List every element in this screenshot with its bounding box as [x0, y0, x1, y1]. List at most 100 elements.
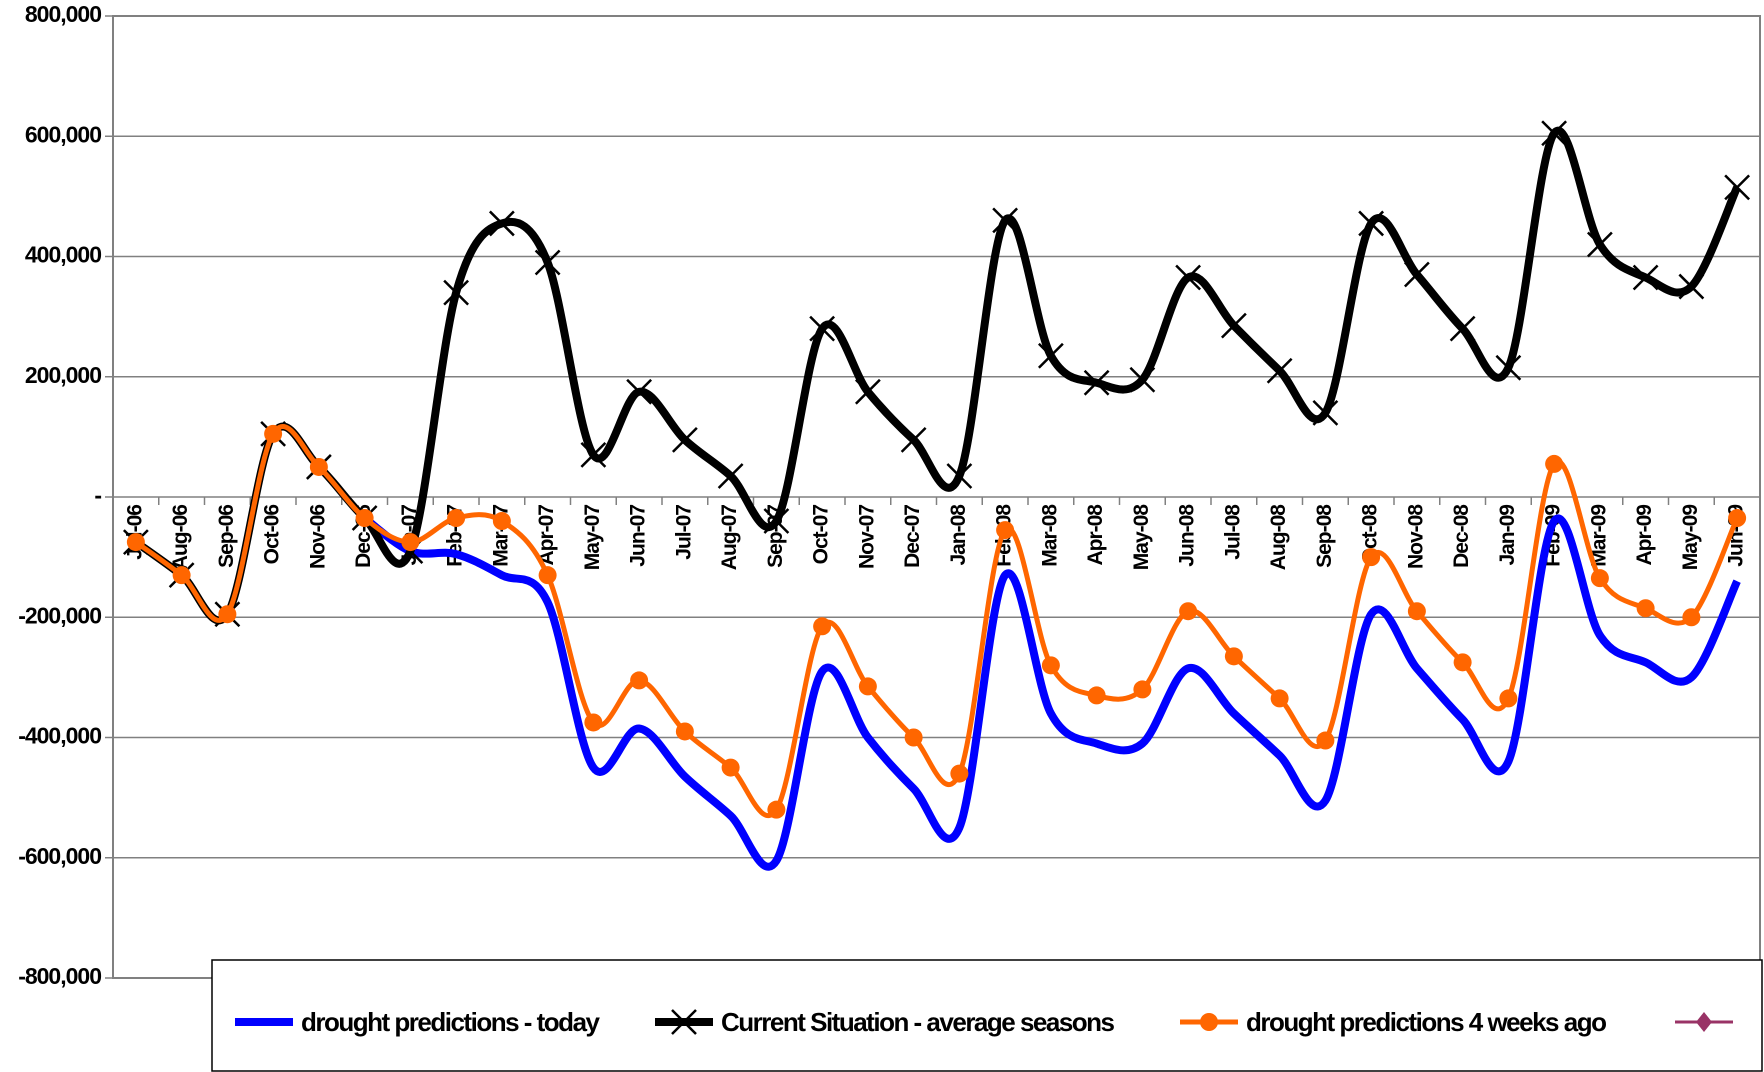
series-line — [362, 514, 1741, 871]
x-tick-label: Jun-07 — [627, 505, 650, 567]
point-marker — [854, 378, 881, 405]
legend: drought predictions - today Current Situa… — [211, 959, 1763, 1072]
y-tick-label: -800,000 — [18, 963, 101, 989]
point-marker — [813, 617, 832, 636]
x-tick-label: Aug-06 — [169, 505, 192, 570]
point-marker — [1270, 689, 1289, 708]
legend-box — [211, 959, 1763, 1072]
point-marker — [950, 764, 969, 783]
point-marker — [1586, 231, 1613, 258]
point-marker — [992, 207, 1019, 234]
y-tick-label: 800,000 — [25, 1, 101, 27]
point-marker — [996, 521, 1015, 540]
x-tick-label: Apr-07 — [535, 505, 558, 566]
point-marker — [671, 426, 698, 453]
x-tick-label: Oct-06 — [261, 505, 284, 565]
point-marker — [671, 1009, 697, 1035]
point-marker — [126, 533, 145, 552]
point-marker — [1358, 210, 1385, 237]
x-tick-label: Nov-07 — [855, 505, 878, 569]
point-marker — [1362, 548, 1381, 567]
point-marker — [218, 605, 237, 624]
point-marker — [488, 210, 515, 237]
point-marker — [1316, 731, 1335, 750]
x-tick-label: Nov-06 — [306, 505, 329, 569]
x-tick-label: Jan-08 — [947, 504, 970, 566]
point-marker — [1499, 689, 1518, 708]
x-tick-label: Dec-08 — [1450, 504, 1473, 568]
point-marker — [904, 728, 923, 747]
point-marker — [492, 512, 511, 531]
x-tick-label: Jul-07 — [672, 505, 695, 560]
x-tick-label: Sep-06 — [215, 505, 238, 568]
point-marker — [1312, 399, 1339, 426]
x-tick-label: Aug-08 — [1267, 504, 1290, 570]
point-marker — [1728, 509, 1747, 528]
x-tick-label: Dec-07 — [901, 505, 924, 568]
point-marker — [1545, 454, 1564, 473]
x-tick-label: May-07 — [581, 505, 604, 571]
x-tick-label: May-09 — [1679, 505, 1702, 571]
legend-marker — [1696, 1012, 1712, 1032]
y-tick-label: 400,000 — [25, 242, 101, 268]
point-marker — [1495, 354, 1522, 381]
point-marker — [1129, 366, 1156, 393]
x-tick-label: Mar-08 — [1038, 504, 1061, 567]
x-tick-label: Aug-07 — [718, 505, 741, 570]
y-tick-label: -600,000 — [18, 843, 101, 869]
point-marker — [1266, 357, 1293, 384]
point-marker — [447, 509, 466, 528]
point-marker — [675, 722, 694, 741]
point-marker — [626, 378, 653, 405]
point-marker — [1200, 1013, 1218, 1031]
point-marker — [264, 424, 283, 443]
x-tick-label: Apr-09 — [1633, 505, 1656, 566]
x-tick-label: Jul-08 — [1221, 504, 1244, 560]
point-marker — [1453, 653, 1472, 672]
point-marker — [809, 315, 836, 342]
point-marker — [717, 463, 744, 489]
point-marker — [900, 426, 927, 453]
point-marker — [1179, 602, 1198, 621]
point-marker — [1541, 120, 1568, 147]
x-tick-label: May-08 — [1130, 504, 1153, 571]
point-marker — [538, 566, 557, 585]
point-marker — [401, 533, 420, 552]
legend-label: drought predictions - today — [301, 1007, 601, 1037]
point-marker — [443, 279, 470, 306]
point-marker — [309, 457, 328, 476]
x-tick-label: Jan-09 — [1496, 505, 1519, 566]
point-marker — [1678, 273, 1705, 300]
point-marker — [355, 509, 374, 528]
y-tick-label: 200,000 — [25, 362, 101, 388]
y-tick-label: 600,000 — [25, 121, 101, 147]
point-marker — [1682, 608, 1701, 627]
series — [122, 120, 1751, 871]
series-group — [362, 514, 1741, 871]
point-marker — [1087, 686, 1106, 705]
point-marker — [763, 508, 790, 534]
point-marker — [584, 713, 603, 732]
point-marker — [858, 677, 877, 696]
point-marker — [1403, 261, 1430, 288]
point-marker — [1632, 264, 1659, 291]
point-marker — [767, 800, 786, 819]
point-marker — [1590, 569, 1609, 588]
x-tick-label: Oct-07 — [810, 505, 833, 565]
point-marker — [534, 249, 561, 276]
point-marker — [1724, 174, 1751, 201]
point-marker — [1037, 342, 1064, 369]
point-marker — [172, 566, 191, 585]
point-marker — [1449, 315, 1476, 342]
y-tick-label: -400,000 — [18, 723, 101, 749]
x-tick-label: Mar-09 — [1587, 505, 1610, 567]
x-tick-label: Nov-08 — [1404, 504, 1427, 569]
x-tick-label: Jun-08 — [1176, 504, 1199, 567]
y-tick-label: -200,000 — [18, 602, 101, 628]
point-marker — [1133, 680, 1152, 699]
x-tick-label: Oct-08 — [1359, 504, 1382, 565]
x-tick-label: Apr-08 — [1084, 504, 1107, 566]
legend-label: drought predictions 4 weeks ago — [1246, 1007, 1606, 1037]
point-marker — [1175, 264, 1202, 291]
